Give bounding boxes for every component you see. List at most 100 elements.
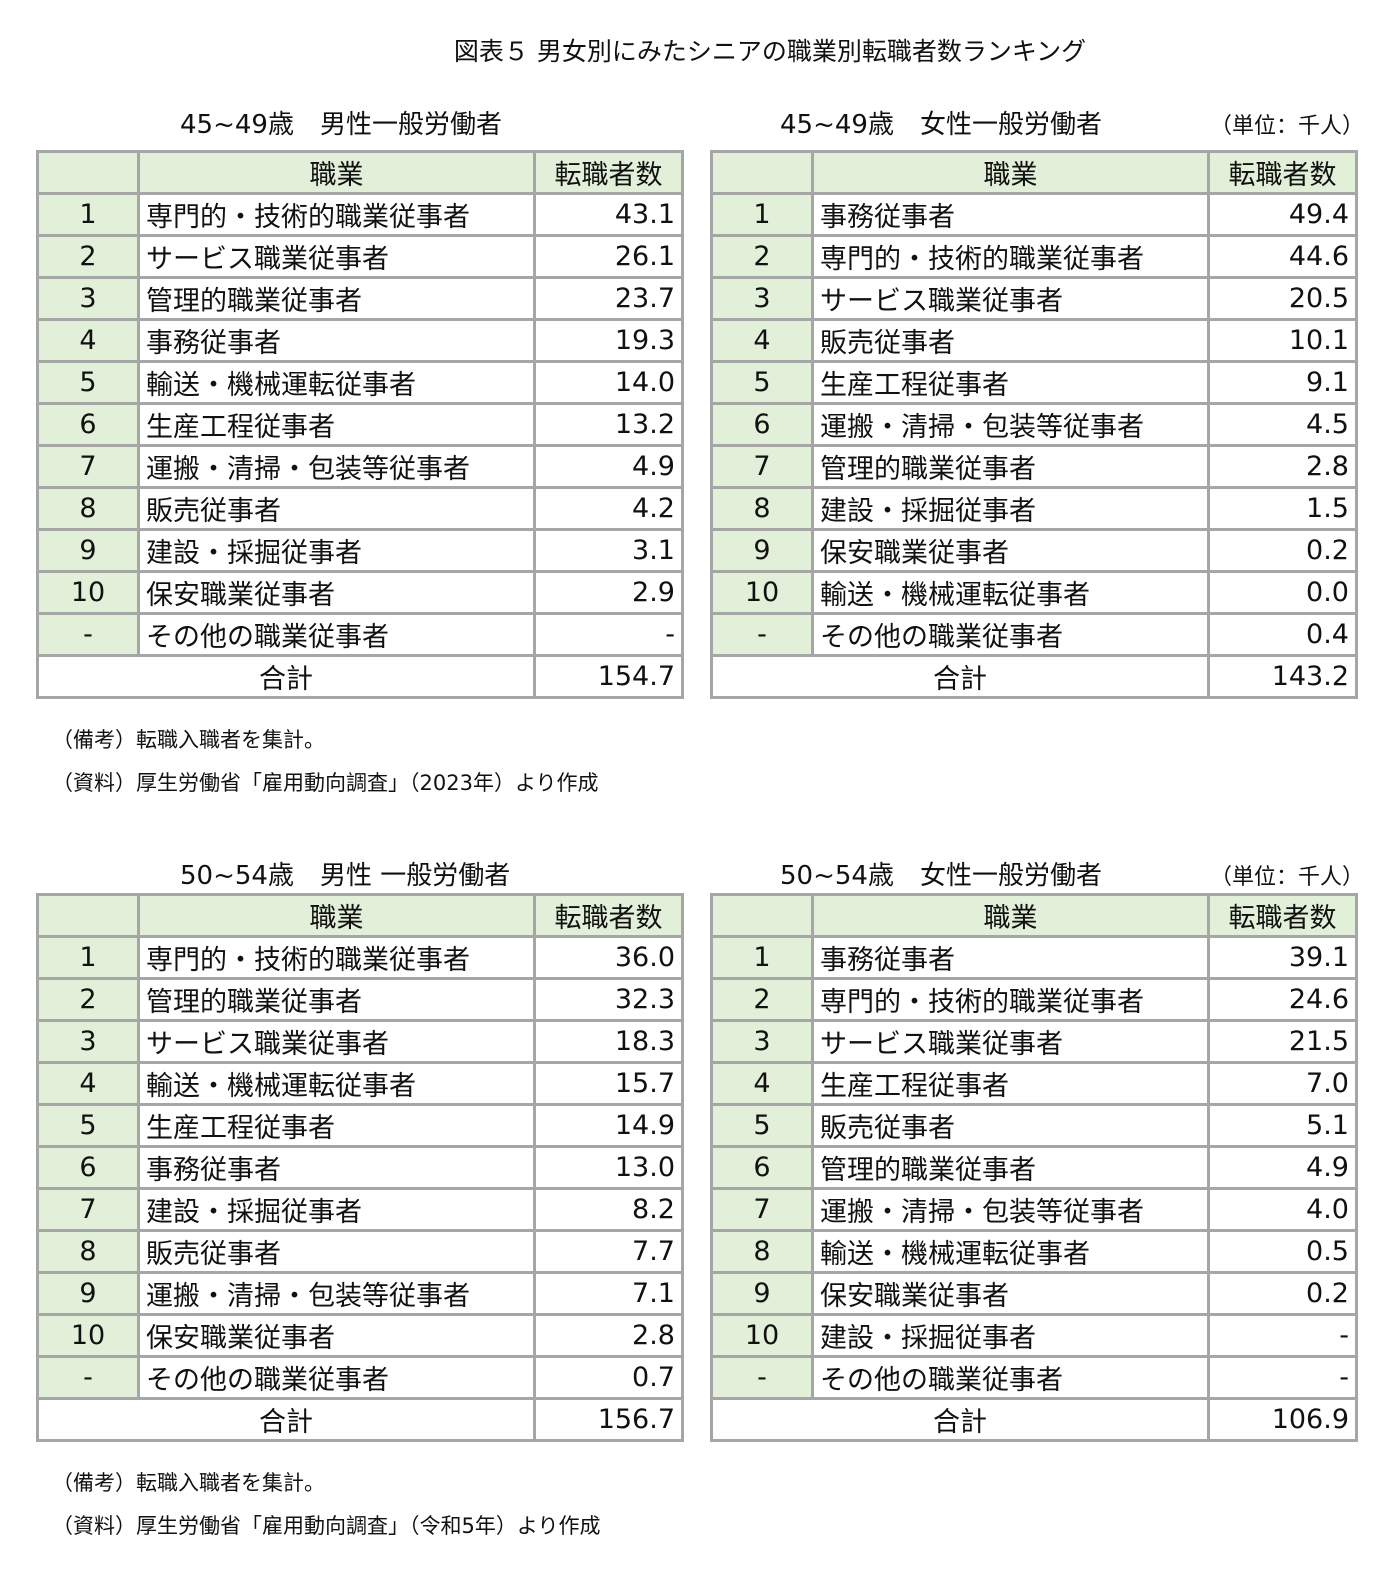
count-cell: 39.1 [1207, 935, 1358, 980]
table-row: 8 建設・採掘従事者 1.5 [710, 486, 1358, 531]
table-row: 4 生産工程従事者 7.0 [710, 1061, 1358, 1106]
count-cell: 36.0 [533, 935, 684, 980]
rank-cell: 9 [36, 528, 140, 573]
occupation-header: 職業 [137, 150, 536, 195]
rank-cell: - [36, 1355, 140, 1400]
table-row: 5 販売従事者 5.1 [710, 1103, 1358, 1148]
count-cell: 26.1 [533, 234, 684, 279]
rank-cell: 4 [710, 1061, 814, 1106]
count-cell: 21.5 [1207, 1019, 1358, 1064]
occupation-cell: 管理的職業従事者 [811, 444, 1210, 489]
count-cell: - [1207, 1313, 1358, 1358]
note-source: （資料）厚生労働省「雇用動向調査」（2023年）より作成 [52, 771, 599, 795]
occupation-cell: 販売従事者 [811, 318, 1210, 363]
table-row: 10 保安職業従事者 2.9 [36, 570, 684, 615]
rank-cell: 8 [36, 1229, 140, 1274]
rank-header [36, 150, 140, 195]
count-cell: 0.5 [1207, 1229, 1358, 1274]
rank-cell: 4 [36, 318, 140, 363]
ranking-table-male-50-54: 職業 転職者数 1 専門的・技術的職業従事者 36.0 2 管理的職業従事者 32.3 3 サービ… [36, 893, 684, 1442]
rank-cell: 10 [710, 1313, 814, 1358]
table-row: 5 生産工程従事者 14.9 [36, 1103, 684, 1148]
table-row: 9 保安職業従事者 0.2 [710, 1271, 1358, 1316]
table-row: 2 専門的・技術的職業従事者 24.6 [710, 977, 1358, 1022]
count-header: 転職者数 [533, 893, 684, 938]
count-cell: 7.0 [1207, 1061, 1358, 1106]
count-cell: 4.9 [533, 444, 684, 489]
note-remarks: （備考）転職入職者を集計。 [52, 728, 325, 752]
table-row: 7 管理的職業従事者 2.8 [710, 444, 1358, 489]
occupation-cell: 建設・採掘従事者 [137, 1187, 536, 1232]
header-row: 職業 転職者数 [36, 150, 684, 195]
occupation-cell: 輸送・機械運転従事者 [811, 570, 1210, 615]
rank-cell: 7 [36, 1187, 140, 1232]
count-cell: 9.1 [1207, 360, 1358, 405]
rank-cell: 10 [36, 1313, 140, 1358]
rank-cell: 9 [710, 1271, 814, 1316]
table-row: 1 事務従事者 49.4 [710, 192, 1358, 237]
total-row: 合計 156.7 [36, 1397, 684, 1442]
occupation-cell: 保安職業従事者 [137, 570, 536, 615]
occupation-cell: 事務従事者 [137, 1145, 536, 1190]
rank-cell: - [710, 612, 814, 657]
table-row: 3 管理的職業従事者 23.7 [36, 276, 684, 321]
count-cell: 2.8 [533, 1313, 684, 1358]
count-cell: 0.0 [1207, 570, 1358, 615]
count-cell: 4.5 [1207, 402, 1358, 447]
count-cell: 10.1 [1207, 318, 1358, 363]
table-row: 4 輸送・機械運転従事者 15.7 [36, 1061, 684, 1106]
occupation-header: 職業 [811, 150, 1210, 195]
occupation-cell: 建設・採掘従事者 [137, 528, 536, 573]
occupation-cell: 生産工程従事者 [137, 1103, 536, 1148]
rank-cell: 7 [710, 444, 814, 489]
table-row: 8 販売従事者 4.2 [36, 486, 684, 531]
table-row: - その他の職業従事者 0.4 [710, 612, 1358, 657]
count-cell: 43.1 [533, 192, 684, 237]
rank-cell: 2 [710, 234, 814, 279]
count-cell: 0.2 [1207, 528, 1358, 573]
rank-header [36, 893, 140, 938]
occupation-cell: 事務従事者 [137, 318, 536, 363]
table-subtitle: 45~49歳 男性一般労働者 [180, 110, 502, 140]
total-row: 合計 106.9 [710, 1397, 1358, 1442]
total-label: 合計 [710, 1397, 1210, 1442]
table-row: 4 事務従事者 19.3 [36, 318, 684, 363]
table-row: 7 建設・採掘従事者 8.2 [36, 1187, 684, 1232]
occupation-cell: 専門的・技術的職業従事者 [137, 935, 536, 980]
count-cell: 3.1 [533, 528, 684, 573]
table-row: 5 生産工程従事者 9.1 [710, 360, 1358, 405]
count-cell: 13.2 [533, 402, 684, 447]
table-row: 6 運搬・清掃・包装等従事者 4.5 [710, 402, 1358, 447]
rank-cell: 5 [710, 360, 814, 405]
count-cell: 18.3 [533, 1019, 684, 1064]
table-row: 9 建設・採掘従事者 3.1 [36, 528, 684, 573]
rank-cell: 10 [710, 570, 814, 615]
rank-header [710, 150, 814, 195]
total-row: 合計 154.7 [36, 654, 684, 699]
table-row: 1 専門的・技術的職業従事者 43.1 [36, 192, 684, 237]
table-row: 9 保安職業従事者 0.2 [710, 528, 1358, 573]
occupation-cell: 建設・採掘従事者 [811, 1313, 1210, 1358]
rank-header [710, 893, 814, 938]
occupation-cell: 輸送・機械運転従事者 [137, 1061, 536, 1106]
table-row: - その他の職業従事者 - [710, 1355, 1358, 1400]
count-header: 転職者数 [533, 150, 684, 195]
table-row: 3 サービス職業従事者 18.3 [36, 1019, 684, 1064]
count-cell: 20.5 [1207, 276, 1358, 321]
header-row: 職業 転職者数 [36, 893, 684, 938]
occupation-cell: 生産工程従事者 [137, 402, 536, 447]
rank-cell: 5 [710, 1103, 814, 1148]
table-subtitle: 45~49歳 女性一般労働者 [780, 110, 1102, 140]
table-subtitle: 50~54歳 男性 一般労働者 [180, 861, 511, 891]
rank-cell: - [36, 612, 140, 657]
table-row: 2 サービス職業従事者 26.1 [36, 234, 684, 279]
table-row: 2 専門的・技術的職業従事者 44.6 [710, 234, 1358, 279]
table-row: 6 事務従事者 13.0 [36, 1145, 684, 1190]
occupation-cell: 事務従事者 [811, 935, 1210, 980]
rank-cell: 7 [36, 444, 140, 489]
count-cell: 1.5 [1207, 486, 1358, 531]
total-value: 154.7 [533, 654, 684, 699]
total-label: 合計 [710, 654, 1210, 699]
rank-cell: 6 [710, 1145, 814, 1190]
occupation-cell: サービス職業従事者 [811, 276, 1210, 321]
